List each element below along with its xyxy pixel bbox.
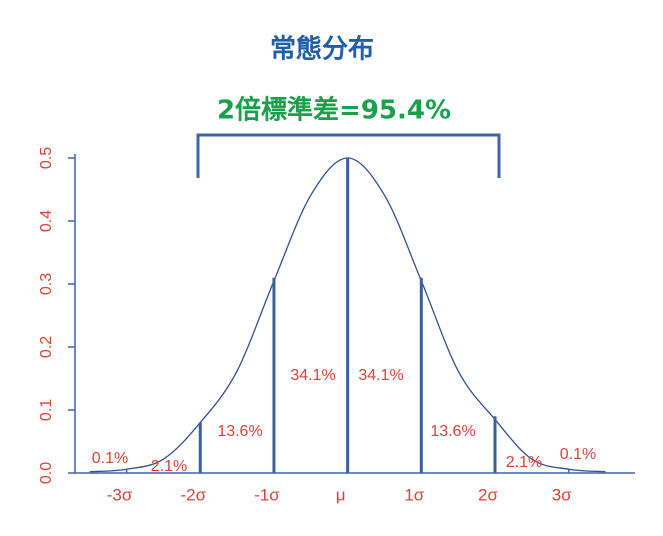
region-percent: 0.1% xyxy=(92,450,128,467)
region-percent: 13.6% xyxy=(430,423,475,440)
region-percent: 13.6% xyxy=(217,423,262,440)
chart-title: 常態分布 xyxy=(270,34,374,65)
region-percent: 2.1% xyxy=(151,458,187,475)
x-tick-label: 3σ xyxy=(552,485,572,504)
y-tick-label: 0.3 xyxy=(38,273,55,295)
x-tick-label: μ xyxy=(336,485,346,504)
region-percent: 34.1% xyxy=(358,367,403,384)
y-tick-label: 0.0 xyxy=(38,462,55,484)
region-percent: 34.1% xyxy=(290,367,335,384)
x-tick-label: -2σ xyxy=(180,485,206,504)
region-percent: 0.1% xyxy=(560,446,596,463)
bracket xyxy=(196,133,501,178)
x-tick-label: -1σ xyxy=(254,485,280,504)
y-tick-label: 0.2 xyxy=(38,336,55,358)
chart-subtitle: 2倍標準差=95.4% xyxy=(217,95,451,126)
y-tick-label: 0.1 xyxy=(38,399,55,421)
region-percent: 2.1% xyxy=(506,454,542,471)
x-tick-label: -3σ xyxy=(107,485,133,504)
y-tick-label: 0.4 xyxy=(38,210,55,232)
y-tick-label: 0.5 xyxy=(38,147,55,169)
x-tick-label: 2σ xyxy=(478,485,498,504)
x-tick-label: 1σ xyxy=(404,485,424,504)
